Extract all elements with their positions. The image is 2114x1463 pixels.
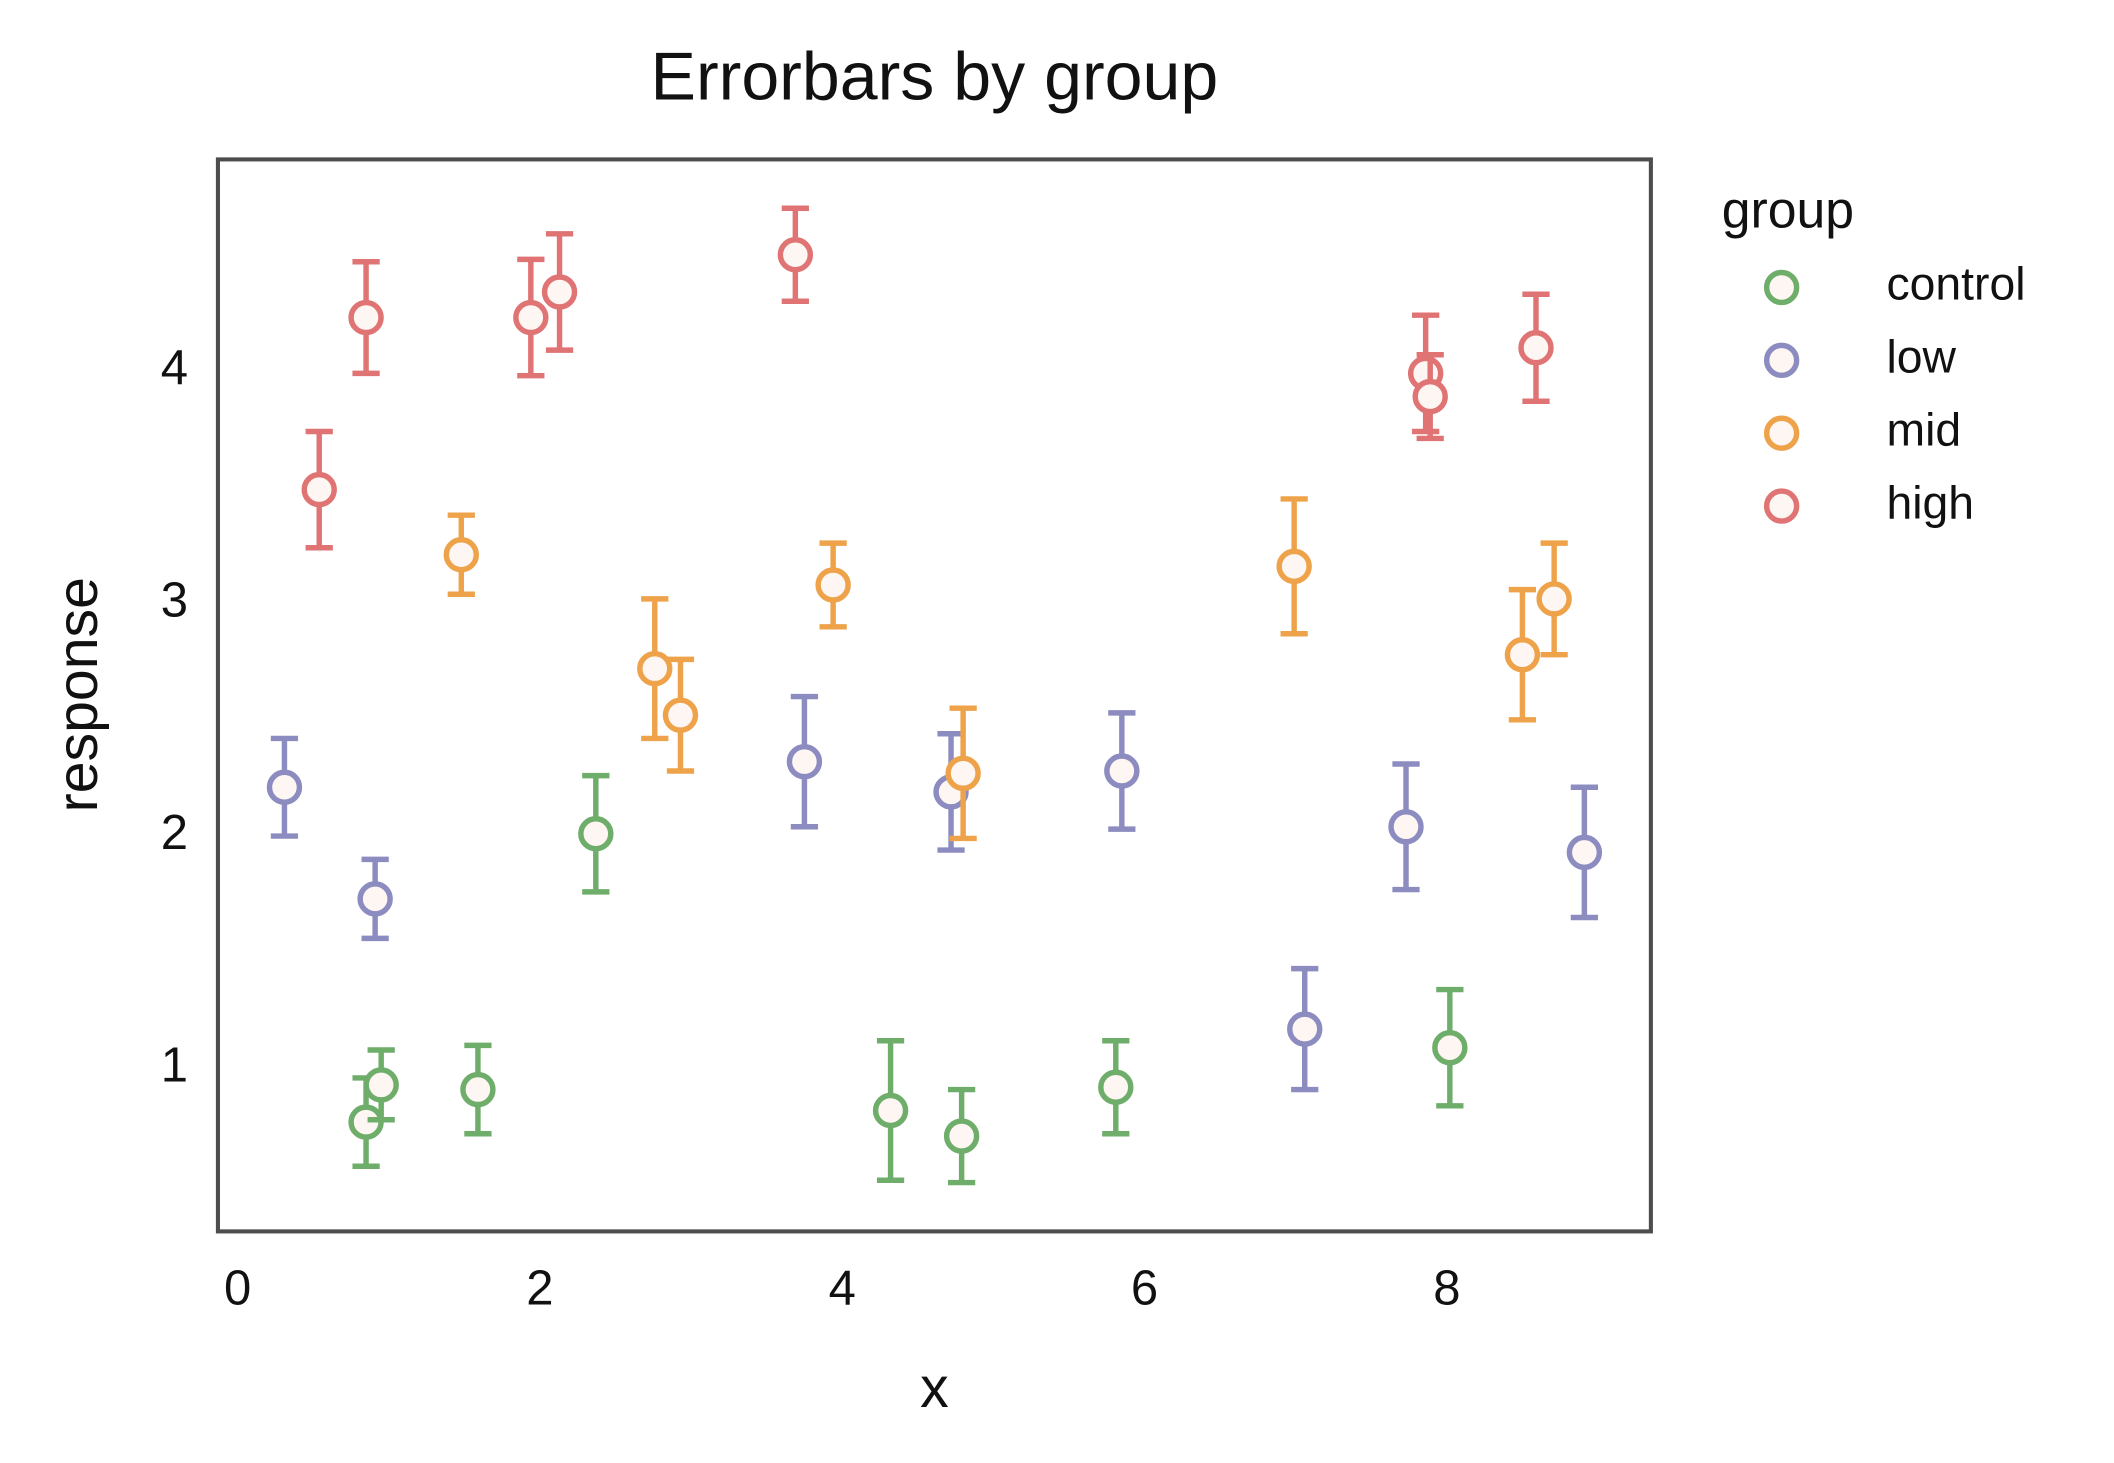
marker [460,1071,496,1108]
marker [266,769,303,805]
marker [443,537,480,573]
x-tick-label: 4 [829,1261,856,1315]
legend-label: high [1887,476,1975,528]
marker [1287,1011,1323,1047]
y-tick-label: 3 [161,574,188,628]
marker [637,650,673,687]
y-tick-label: 2 [161,806,188,860]
marker [1566,834,1603,871]
marker [1432,1029,1468,1066]
legend-label: control [1887,258,2026,310]
legend-title: group [1722,181,1854,239]
legend-marker [1763,415,1800,451]
marker [513,299,549,336]
marker [348,299,384,336]
legend-label: low [1887,331,1957,383]
legend-marker [1763,488,1800,524]
y-axis-label: response [46,577,110,812]
marker [815,567,851,603]
x-axis-label: x [920,1356,949,1420]
marker [1276,548,1312,585]
marker [786,743,823,780]
marker [578,816,614,852]
x-tick-label: 8 [1433,1261,1460,1315]
legend-label: mid [1887,403,1962,455]
marker [1518,330,1554,366]
marker [945,755,981,792]
plot-frame [215,157,1653,1234]
marker [872,1092,909,1129]
marker [363,1067,399,1103]
marker [541,274,578,310]
marker [662,697,699,733]
marker [1104,753,1140,789]
legend-marker [1763,269,1800,306]
legend-marker [1763,342,1800,379]
marker [301,471,337,508]
marker [1412,378,1448,415]
marker [943,1118,980,1154]
x-tick-label: 2 [526,1261,553,1315]
y-tick-label: 1 [161,1039,188,1093]
x-tick-label: 6 [1131,1261,1158,1315]
marker [1098,1069,1134,1105]
marker [1536,581,1572,617]
y-tick-label: 4 [161,341,188,395]
marker [777,237,814,273]
x-tick-label: 0 [224,1261,251,1315]
chart-title: Errorbars by group [651,39,1219,115]
marker [1504,637,1541,673]
marker [1388,809,1424,845]
marker [357,881,393,917]
